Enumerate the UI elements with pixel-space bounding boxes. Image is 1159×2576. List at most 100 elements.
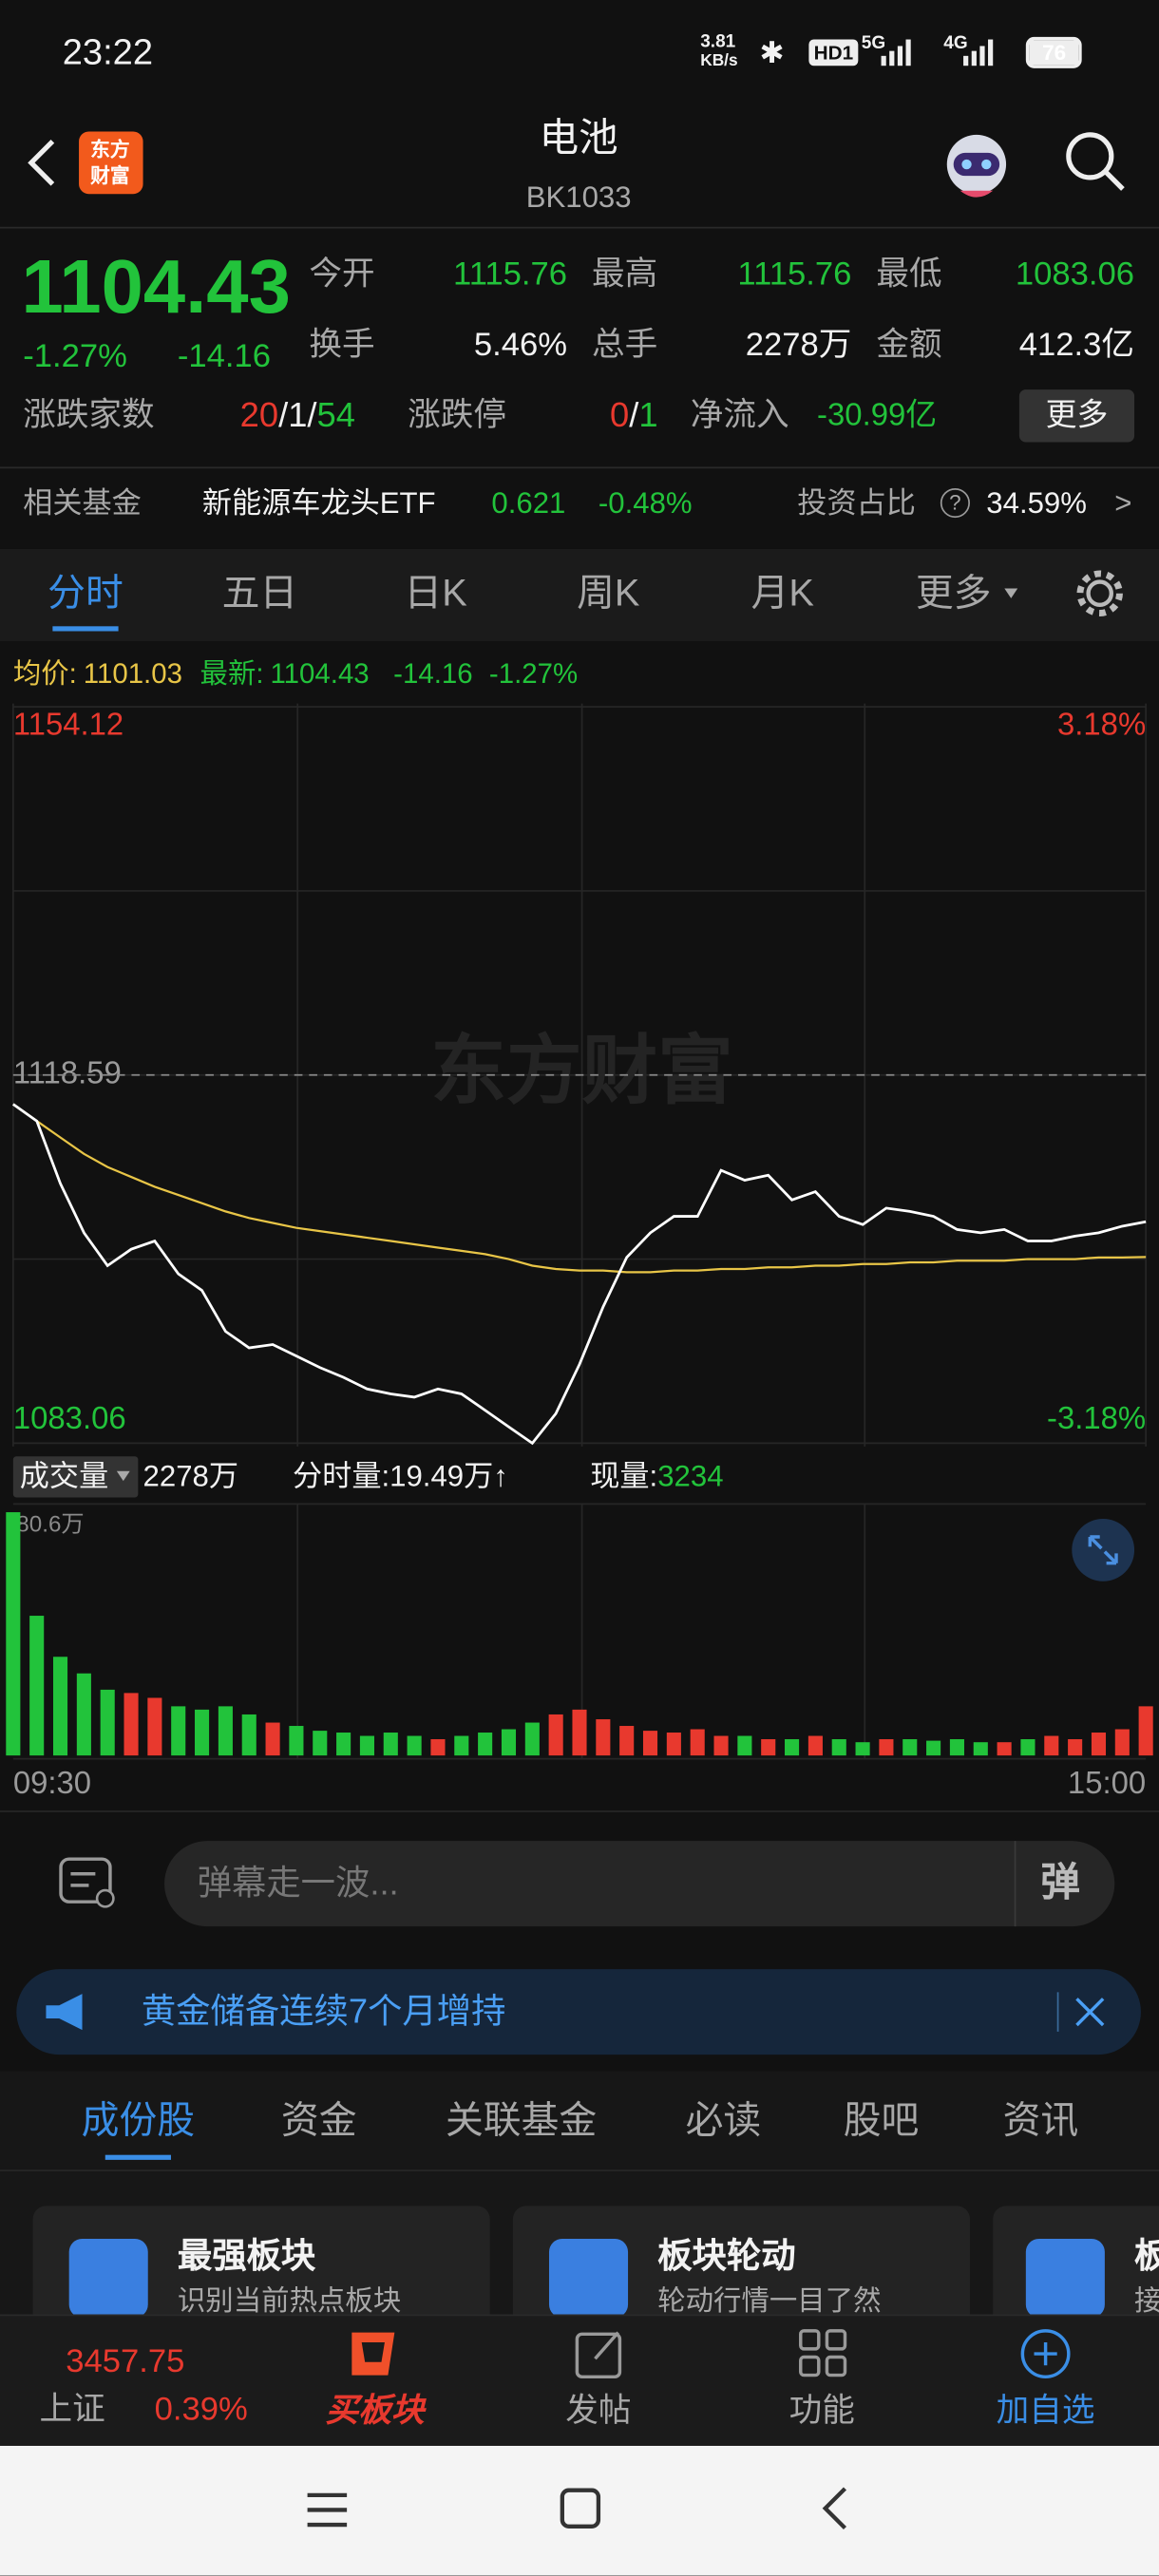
current-value: 3234: [657, 1459, 724, 1493]
notice-bar[interactable]: 黄金储备连续7个月增持: [16, 1969, 1141, 2055]
danmaku-toggle[interactable]: [56, 1854, 122, 1913]
volume-bar: [147, 1697, 162, 1756]
volume-bar: [430, 1739, 446, 1756]
field-value: 1115.76: [453, 256, 568, 294]
intraday-chart: 东方财富 1154.12 1118.59 1083.06 3.18% -3.18% 80.…: [0, 703, 1159, 1812]
notice-text: 黄金储备连续7个月增持: [141, 1993, 506, 2032]
limit-up: 0: [610, 396, 630, 435]
back-button[interactable]: [20, 135, 69, 191]
volume-bar: [195, 1709, 210, 1756]
volume-bar: [973, 1742, 988, 1756]
volume-label: 成交量: [19, 1459, 109, 1493]
tab[interactable]: 五日: [221, 571, 298, 615]
section-tab[interactable]: 资金: [280, 2097, 357, 2141]
net-speed: 3.81: [700, 31, 736, 52]
volume-bar: [478, 1733, 493, 1756]
card-title: 板块轮动: [657, 2238, 796, 2276]
section-tab[interactable]: 资讯: [1002, 2097, 1079, 2141]
volume-bar: [572, 1709, 587, 1756]
back-nav-button[interactable]: [812, 2482, 862, 2534]
volume-bar: [666, 1733, 681, 1756]
post-icon: [575, 2331, 622, 2379]
danmaku-input[interactable]: 弹幕走一波... 弹: [164, 1841, 1115, 1927]
settings-button[interactable]: [1074, 567, 1126, 619]
y2-tick-label: -3.18%: [1047, 1400, 1146, 1435]
index-change[interactable]: 0.39%: [154, 2391, 248, 2428]
ratio-arrow[interactable]: >: [1114, 486, 1132, 520]
fund-name[interactable]: 新能源车龙头ETF: [201, 486, 436, 520]
field-label: 总手: [591, 327, 658, 364]
expand-button[interactable]: [1072, 1518, 1135, 1582]
tab[interactable]: 月K: [750, 571, 814, 615]
divider: [1014, 1841, 1016, 1927]
home-button[interactable]: [556, 2484, 605, 2533]
tab-more[interactable]: 更多: [915, 571, 992, 615]
breadth-label: 涨跌家数: [23, 397, 155, 434]
nav-func[interactable]: 功能: [788, 2393, 855, 2430]
separator: /: [278, 396, 289, 435]
price-line: [12, 1103, 1147, 1446]
func-icon: [799, 2329, 847, 2377]
field-value: 2278万: [745, 327, 852, 364]
app-logo[interactable]: 东方 财富: [79, 131, 143, 195]
x-tick-label: 15:00: [1068, 1765, 1146, 1800]
legend-name: 均价:: [12, 658, 77, 690]
tab-underline: [52, 626, 119, 632]
net-unit: KB/s: [700, 52, 738, 71]
volume-bar: [524, 1722, 540, 1756]
chart-legend: 均价: 1101.03 最新: 1104.43 -14.16 -1.27%: [13, 660, 578, 688]
card-title: 板: [1134, 2240, 1159, 2274]
volume-bar: [218, 1706, 233, 1756]
volume-bar: [1091, 1733, 1107, 1756]
menu-button[interactable]: [302, 2486, 352, 2535]
volume-bar: [926, 1740, 941, 1756]
nav-watch[interactable]: 加自选: [996, 2393, 1095, 2430]
nav-buy[interactable]: 买板块: [325, 2393, 425, 2430]
volume-bar: [997, 1742, 1012, 1756]
card-icon: [1025, 2238, 1105, 2319]
more-button[interactable]: 更多: [1018, 389, 1135, 443]
assistant-icon[interactable]: [937, 128, 1016, 204]
section-tab[interactable]: 必读: [685, 2097, 762, 2141]
field-label: 金额: [876, 327, 942, 364]
volume-selector[interactable]: 成交量: [12, 1456, 139, 1498]
volume-bar: [831, 1739, 846, 1756]
field-label: 换手: [309, 327, 375, 364]
help-icon[interactable]: ?: [940, 487, 970, 519]
minute-value: 19.49万: [390, 1459, 494, 1493]
volume-bar: [761, 1739, 776, 1756]
limit-label: 涨跌停: [408, 397, 506, 434]
tab-active[interactable]: 分时: [48, 571, 124, 615]
section-tab[interactable]: 关联基金: [445, 2097, 598, 2141]
y-tick-label: 1083.06: [13, 1400, 126, 1435]
volume-bar: [808, 1735, 823, 1756]
page-title: 电池: [539, 116, 618, 161]
tab-underline: [104, 2154, 171, 2160]
tab[interactable]: 周K: [577, 571, 640, 615]
volume-bar: [713, 1735, 729, 1756]
volume-bar: [596, 1719, 611, 1756]
field-label: 最低: [876, 256, 942, 294]
section-tab-active[interactable]: 成份股: [81, 2097, 196, 2141]
ratio-value: 34.59%: [986, 486, 1087, 520]
section-tab[interactable]: 股吧: [843, 2097, 920, 2141]
bottom-nav: 3457.75 上证 0.39% 买板块 发帖 功能 加自选: [0, 2314, 1159, 2448]
nav-post[interactable]: 发帖: [565, 2393, 632, 2430]
hd-badge: HD1: [808, 39, 859, 66]
card-desc: 识别当前热点板块: [177, 2285, 402, 2318]
volume-bar: [336, 1733, 352, 1756]
volume-bar: [76, 1673, 91, 1756]
megaphone-icon: [46, 1994, 83, 2031]
current-volume: 现量:3234: [590, 1461, 723, 1490]
search-button[interactable]: [1062, 128, 1128, 194]
card-icon: [68, 2238, 148, 2319]
tab[interactable]: 日K: [404, 571, 467, 615]
danmaku-send[interactable]: 弹: [1040, 1860, 1080, 1905]
signal-4g: 4G: [943, 33, 968, 54]
volume-bar: [100, 1689, 115, 1756]
minute-volume: 分时量:19.49万↑: [293, 1461, 508, 1490]
close-button[interactable]: [1074, 1996, 1107, 2029]
divider: [0, 466, 1159, 469]
index-value[interactable]: 3457.75: [66, 2343, 185, 2380]
index-name[interactable]: 上证: [39, 2391, 105, 2428]
